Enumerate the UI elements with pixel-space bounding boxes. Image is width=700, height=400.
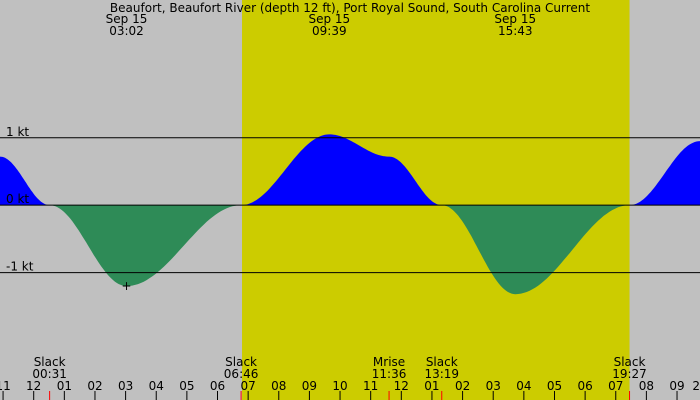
ebb-area-3	[443, 205, 632, 295]
y-tick-label: 0 kt	[6, 192, 29, 206]
current-areas	[0, 134, 700, 295]
hour-tick-label: 12	[394, 379, 409, 393]
gridlines	[0, 137, 700, 274]
y-axis-labels: 1 kt 0 kt -1 kt	[6, 125, 34, 274]
hour-tick-label: 07	[608, 379, 623, 393]
bottom-event-label: Slack	[614, 355, 646, 369]
bottom-events: Slack00:31Slack06:46Mrise11:36Slack13:19…	[32, 355, 647, 400]
bottom-event-label: Slack	[34, 355, 66, 369]
hour-tick-label: 11	[363, 379, 378, 393]
bottom-event-label: Slack	[225, 355, 257, 369]
hour-tick-label: 09	[669, 379, 684, 393]
flood-area-2	[243, 134, 444, 206]
hour-tick-label: 04	[516, 379, 531, 393]
hour-tick-label: 06	[577, 379, 592, 393]
hour-tick-label: 02	[455, 379, 470, 393]
hour-axis: 11 12 01 02 03 04 05 06 07 08 09 10 11 12 01 02 03 04 05 06…	[0, 379, 700, 400]
hour-tick-label: 07	[240, 379, 255, 393]
flood-area-4	[631, 141, 700, 206]
y-tick-label: 1 kt	[6, 125, 29, 139]
min-marker: +	[121, 279, 131, 293]
bottom-event-label: Mrise	[373, 355, 405, 369]
bottom-event-time: 00:31	[32, 367, 67, 381]
hour-tick-label: 03	[118, 379, 133, 393]
bottom-event-label: Slack	[426, 355, 458, 369]
chart-title: Beaufort, Beaufort River (depth 12 ft), …	[110, 1, 590, 15]
hour-tick-label: 03	[486, 379, 501, 393]
event-header-time: 15:43	[498, 24, 533, 38]
hour-tick-label: 10	[332, 379, 347, 393]
bottom-event-time: 11:36	[372, 367, 407, 381]
event-header-date: Sep 15	[308, 12, 350, 26]
event-header-time: 09:39	[312, 24, 347, 38]
event-header-date: Sep 15	[106, 12, 148, 26]
y-tick-label: -1 kt	[6, 260, 34, 274]
hour-tick-label: 06	[210, 379, 225, 393]
bottom-event-time: 19:27	[612, 367, 647, 381]
bottom-event-time: 06:46	[224, 367, 259, 381]
hour-tick-label: 02	[87, 379, 102, 393]
event-header-date: Sep 15	[494, 12, 536, 26]
hour-tick-label: 05	[547, 379, 562, 393]
hour-tick-label: 04	[149, 379, 164, 393]
flood-area-0	[0, 156, 52, 206]
hour-tick-label: 01	[57, 379, 72, 393]
hour-tick-label: 11	[0, 379, 11, 393]
event-header-time: 03:02	[109, 24, 144, 38]
marker-group: +	[121, 279, 131, 293]
hour-tick-label: 05	[179, 379, 194, 393]
hour-tick-label: 08	[271, 379, 286, 393]
ebb-area-1	[51, 205, 244, 287]
hour-tick-label: 2	[692, 379, 700, 393]
hour-tick-label: 08	[639, 379, 654, 393]
hour-tick-label: 09	[302, 379, 317, 393]
bottom-event-time: 13:19	[424, 367, 459, 381]
hour-tick-label: 01	[424, 379, 439, 393]
hour-tick-label: 12	[26, 379, 41, 393]
